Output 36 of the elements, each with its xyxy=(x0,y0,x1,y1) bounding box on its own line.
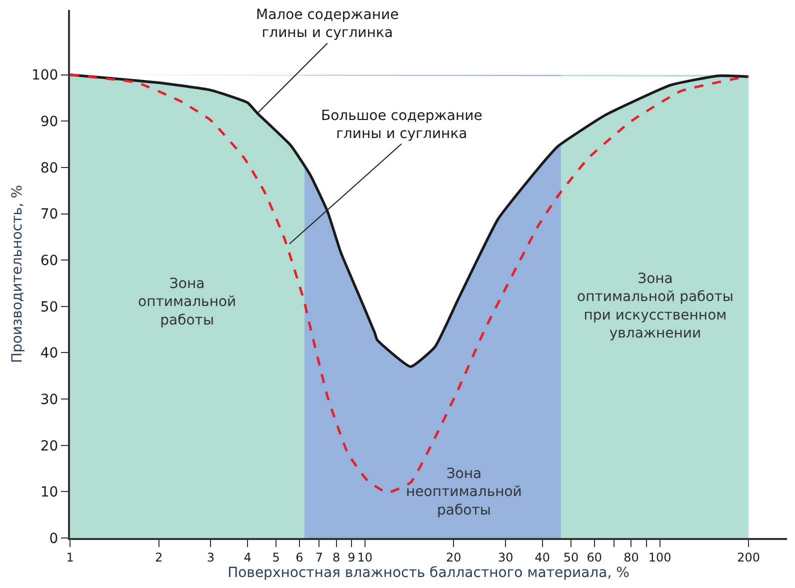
x-tick-label: 6 xyxy=(296,550,304,564)
x-tick-label: 80 xyxy=(624,550,639,564)
x-tick-label: 2 xyxy=(154,550,163,564)
y-tick-label: 50 xyxy=(40,299,58,316)
y-tick-label: 40 xyxy=(40,346,58,362)
x-tick-label: 100 xyxy=(648,550,672,564)
y-tick-label: 10 xyxy=(40,484,58,501)
x-tick-label: 30 xyxy=(498,550,514,564)
x-tick-label: 60 xyxy=(586,550,602,564)
x-tick-label: 40 xyxy=(534,550,550,564)
y-tick-label: 70 xyxy=(40,206,58,223)
y-tick-label: 30 xyxy=(40,392,58,408)
band-label: Зона оптимальной работы xyxy=(138,276,236,328)
x-tick-label: 9 xyxy=(348,550,356,564)
x-tick-label: 4 xyxy=(244,550,252,564)
x-tick-label: 8 xyxy=(332,550,340,564)
y-tick-label: 20 xyxy=(40,438,58,454)
x-tick-label: 20 xyxy=(446,550,462,564)
x-tick-label: 7 xyxy=(315,550,324,564)
y-tick-label: 80 xyxy=(40,160,58,176)
band-label: Зона неоптимальной работы xyxy=(406,466,522,518)
annotation: Малое содержание глины и суглинка xyxy=(256,7,399,42)
y-tick-label: 60 xyxy=(40,253,58,270)
band-label: Зона оптимальной работы при искусственном увлажнении xyxy=(577,271,734,342)
x-tick-label: 3 xyxy=(206,550,215,564)
x-axis-title: Поверхностная влажность балластного материала, % xyxy=(228,565,630,582)
x-tick-label: 10 xyxy=(357,550,373,564)
annotation: Большое содержание глины и суглинка xyxy=(321,108,482,142)
x-tick-label: 1 xyxy=(66,550,74,564)
x-tick-label: 5 xyxy=(272,550,280,564)
x-tick-label: 200 xyxy=(737,550,760,564)
y-tick-label: 0 xyxy=(49,530,58,547)
y-tick-label: 100 xyxy=(31,68,58,84)
y-axis-title: Производительность, % xyxy=(10,184,26,364)
x-tick-label: 50 xyxy=(563,550,579,564)
y-tick-label: 90 xyxy=(40,114,58,130)
